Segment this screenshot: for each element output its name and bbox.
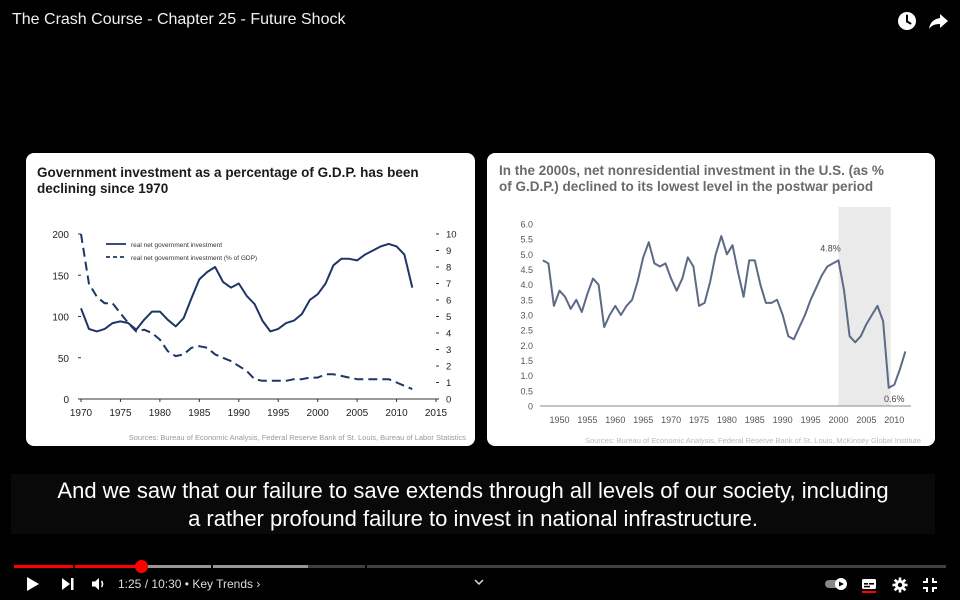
chart1-y-left-tick-label: 150	[52, 271, 69, 282]
volume-icon[interactable]	[91, 576, 107, 597]
chart2-x-tick-label: 1980	[717, 415, 737, 425]
chart2-annotation: 4.8%	[820, 243, 841, 253]
chart2-x-tick-label: 1995	[801, 415, 821, 425]
progress-loaded	[14, 565, 308, 568]
chart2-x-tick-label: 1970	[661, 415, 681, 425]
chart1-x-tick-label: 1985	[188, 408, 211, 419]
video-title[interactable]: The Crash Course - Chapter 25 - Future S…	[12, 11, 346, 28]
chart1-y-left-tick-label: 100	[52, 313, 69, 324]
chart1-x-tick-label: 1995	[267, 408, 290, 419]
chart2-x-tick-label: 2010	[884, 415, 904, 425]
chart1-y-right-tick-label: 2	[446, 362, 451, 373]
progress-bar[interactable]	[14, 560, 946, 573]
chart2-title-line1: In the 2000s, net nonresidential investm…	[499, 163, 884, 178]
left-chart-card: Government investment as a percentage of…	[26, 153, 475, 446]
chart1-y-left-tick-label: 200	[52, 230, 69, 241]
chapter-arrow[interactable]: ›	[256, 577, 261, 591]
play-icon[interactable]	[26, 576, 40, 597]
subtitle-background	[11, 474, 935, 534]
chart2-y-tick-label: 6.0	[520, 220, 533, 230]
chart1-y-right-tick-label: 9	[446, 246, 451, 257]
chart1-x-tick-label: 2010	[385, 408, 408, 419]
chart2-y-tick-label: 4.5	[520, 265, 533, 275]
progress-scrubber[interactable]	[134, 560, 148, 573]
next-icon[interactable]	[61, 577, 75, 596]
player-top-bar: The Crash Course - Chapter 25 - Future S…	[0, 0, 960, 44]
nonresidential-investment-chart: In the 2000s, net nonresidential investm…	[499, 163, 921, 445]
chart2-x-tick-label: 2005	[856, 415, 876, 425]
share-arrow-icon[interactable]	[927, 10, 949, 32]
chart1-y-right-tick-label: 4	[446, 329, 451, 340]
chart2-x-tick-label: 1950	[550, 415, 570, 425]
chapter-separator: •	[184, 577, 189, 591]
chart2-y-tick-label: 0.5	[520, 386, 533, 396]
chart2-x-tick-label: 2000	[828, 415, 848, 425]
chapter-gap	[73, 565, 75, 568]
chart2-annotation: 0.6%	[884, 394, 905, 404]
chart1-y-right-tick-label: 0	[446, 395, 451, 406]
chart1-x-tick-label: 2005	[346, 408, 369, 419]
progress-played	[14, 565, 141, 568]
chart1-y-right-tick-label: 10	[446, 230, 457, 241]
chart2-source: Sources: Bureau of Economic Analysis, Fe…	[585, 436, 921, 445]
chart2-y-tick-label: 4.0	[520, 280, 533, 290]
chart1-x-tick-label: 1990	[228, 408, 251, 419]
government-investment-chart: Government investment as a percentage of…	[37, 165, 467, 442]
chart2-series-line	[542, 235, 907, 389]
autoplay-toggle-icon[interactable]	[824, 577, 850, 596]
chart2-x-tick-label: 1965	[633, 415, 653, 425]
chapter-label[interactable]: Key Trends	[192, 577, 254, 591]
chart2-y-tick-label: 1.5	[520, 356, 533, 366]
chart1-series-solid-line	[80, 242, 414, 333]
chart1-x-tick-label: 2015	[425, 408, 448, 419]
chart2-x-tick-label: 1990	[773, 415, 793, 425]
current-time: 1:25	[118, 577, 142, 591]
chart1-y-left-tick-label: 0	[63, 395, 69, 406]
time-separator: /	[144, 577, 149, 591]
chart2-x-tick-label: 1985	[745, 415, 765, 425]
clock-icon[interactable]	[896, 10, 918, 32]
chart1-y-right-tick-label: 5	[446, 312, 451, 323]
chart2-y-tick-label: 3.0	[520, 311, 533, 321]
chart2-title-line2: of G.D.P.) declined to its lowest level …	[499, 179, 873, 194]
time-display: 1:25 / 10:30 • Key Trends ›	[118, 577, 260, 591]
chart2-y-tick-label: 0	[528, 402, 533, 412]
chart1-y-left-tick-label: 50	[58, 354, 70, 365]
chapter-gap	[365, 565, 367, 568]
chart1-source: Sources: Bureau of Economic Analysis, Fe…	[129, 433, 467, 442]
chart1-x-tick-label: 1975	[109, 408, 132, 419]
chart1-title-line2: declining since 1970	[37, 181, 168, 196]
chapter-gap	[211, 565, 213, 568]
chart1-x-tick-label: 1980	[149, 408, 172, 419]
subtitles-icon[interactable]	[861, 577, 877, 598]
chart2-y-tick-label: 2.5	[520, 326, 533, 336]
chart2-y-tick-label: 1.0	[520, 371, 533, 381]
chart2-y-tick-label: 3.5	[520, 295, 533, 305]
chart1-y-right-tick-label: 6	[446, 296, 451, 307]
chart1-series-dashed-line	[80, 233, 413, 391]
chart2-highlight-band	[838, 207, 891, 406]
chart1-y-right-tick-label: 8	[446, 263, 451, 274]
gear-icon[interactable]	[892, 577, 908, 598]
chart2-y-tick-label: 2.0	[520, 341, 533, 351]
chart1-y-right-tick-label: 3	[446, 345, 451, 356]
chart1-y-right-tick-label: 1	[446, 378, 451, 389]
chart2-x-tick-label: 1955	[577, 415, 597, 425]
chart2-x-tick-label: 1975	[689, 415, 709, 425]
chart2-y-tick-label: 5.5	[520, 235, 533, 245]
exit-fullscreen-icon[interactable]	[922, 577, 938, 598]
chart1-title-line1: Government investment as a percentage of…	[37, 165, 419, 180]
chart1-y-right-tick-label: 7	[446, 279, 451, 290]
subtitle-line-1: And we saw that our failure to save exte…	[57, 478, 889, 503]
chart1-x-tick-label: 2000	[307, 408, 330, 419]
chart2-x-tick-label: 1960	[605, 415, 625, 425]
chart2-y-tick-label: 5.0	[520, 250, 533, 260]
chart1-legend-label: real net government investment (% of GDP…	[131, 255, 257, 262]
chevron-down-icon[interactable]	[474, 575, 484, 589]
duration: 10:30	[151, 577, 182, 591]
right-chart-card: In the 2000s, net nonresidential investm…	[487, 153, 935, 446]
chart1-legend-label: real net government investment	[131, 242, 222, 249]
chart1-x-tick-label: 1970	[70, 408, 93, 419]
subtitle-line-2: a rather profound failure to invest in n…	[188, 506, 758, 531]
